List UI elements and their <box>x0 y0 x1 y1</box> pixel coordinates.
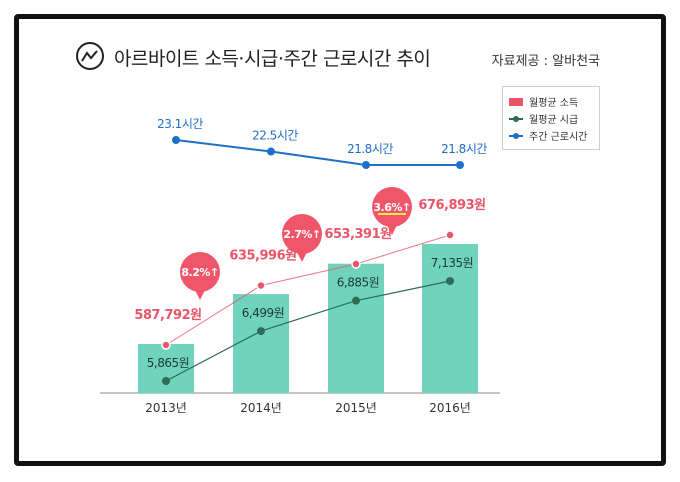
wage-point-3 <box>352 296 360 305</box>
hours-point-3 <box>362 161 370 169</box>
callout-bubble-2 <box>282 214 322 254</box>
bar-2 <box>233 294 289 393</box>
wage-point-1 <box>162 377 170 385</box>
income-label-2: 635,996원 <box>229 248 296 263</box>
callout-label-2: 2.7%↑ <box>283 228 320 241</box>
x-tick-label-2: 2014년 <box>240 401 282 415</box>
hours-label-4: 21.8시간 <box>441 142 487 156</box>
hours-label-2: 22.5시간 <box>252 129 298 143</box>
income-label-1: 587,792원 <box>134 308 201 323</box>
legend-label-income: 월평균 소득 <box>529 98 579 109</box>
legend-item-wage: 월평균 시급 <box>509 110 593 127</box>
callout-pointer-1 <box>194 288 206 300</box>
wage-line <box>165 280 451 382</box>
x-tick-label-3: 2015년 <box>335 401 377 415</box>
income-label-3: 653,391원 <box>324 227 391 242</box>
wage-label-3: 6,885원 <box>337 276 379 290</box>
source-note: 자료제공 : 알바천국 <box>491 54 600 69</box>
legend-item-hours: 주간 근로시간 <box>509 127 593 144</box>
income-point-2 <box>256 280 266 291</box>
x-tick-label-1: 2013년 <box>145 401 187 415</box>
income-point-4 <box>445 230 455 240</box>
legend-swatch-income <box>509 97 523 106</box>
wage-point-4 <box>446 277 454 285</box>
trend-line-icon <box>76 42 104 70</box>
bar-4 <box>422 244 478 393</box>
hours-label-3: 21.8시간 <box>347 142 393 156</box>
callout-label-3: 3.6%↑ <box>373 201 410 214</box>
wage-point-2 <box>257 327 265 336</box>
legend-swatch-wage <box>509 115 523 123</box>
chart-title: 아르바이트 소득·시급·주간 근로시간 추이 <box>114 48 431 70</box>
callout-pointer-3 <box>386 223 398 235</box>
callout-bubble-3 <box>372 187 412 227</box>
callout-bubble-1 <box>180 252 220 292</box>
hours-point-4 <box>456 161 464 169</box>
chart-legend: 월평균 소득 월평균 시급 주간 근로시간 <box>502 86 600 150</box>
income-point-1 <box>161 340 171 350</box>
callout-pointer-2 <box>296 250 308 262</box>
x-tick-label-4: 2016년 <box>429 401 471 415</box>
income-point-3 <box>351 259 361 269</box>
callout-label-1: 8.2%↑ <box>181 266 218 279</box>
legend-swatch-hours <box>509 132 523 140</box>
income-line <box>165 234 451 346</box>
wage-label-4: 7,135원 <box>431 256 473 270</box>
legend-label-wage: 월평균 시급 <box>529 115 579 126</box>
growth-callout-3: 3.6%↑ <box>372 187 412 235</box>
growth-callout-1: 8.2%↑ <box>180 252 220 300</box>
legend-label-hours: 주간 근로시간 <box>529 132 588 143</box>
growth-callout-2: 2.7%↑ <box>282 214 322 262</box>
hours-label-1: 23.1시간 <box>157 117 203 131</box>
hours-line <box>175 139 460 166</box>
hours-point-2 <box>267 147 275 156</box>
bar-3 <box>328 263 384 393</box>
wage-label-1: 5,865원 <box>147 356 189 370</box>
hours-point-1 <box>172 136 180 144</box>
income-label-4: 676,893원 <box>418 198 485 213</box>
wage-label-2: 6,499원 <box>242 306 284 320</box>
legend-item-income: 월평균 소득 <box>509 93 593 110</box>
